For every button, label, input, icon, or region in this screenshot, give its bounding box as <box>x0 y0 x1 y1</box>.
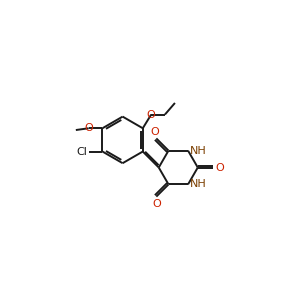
Text: NH: NH <box>190 146 207 156</box>
Text: O: O <box>84 123 93 133</box>
Text: Cl: Cl <box>76 147 87 157</box>
Text: O: O <box>216 162 224 173</box>
Text: O: O <box>150 127 159 137</box>
Text: O: O <box>147 109 156 120</box>
Text: NH: NH <box>190 179 207 190</box>
Text: O: O <box>152 199 161 209</box>
